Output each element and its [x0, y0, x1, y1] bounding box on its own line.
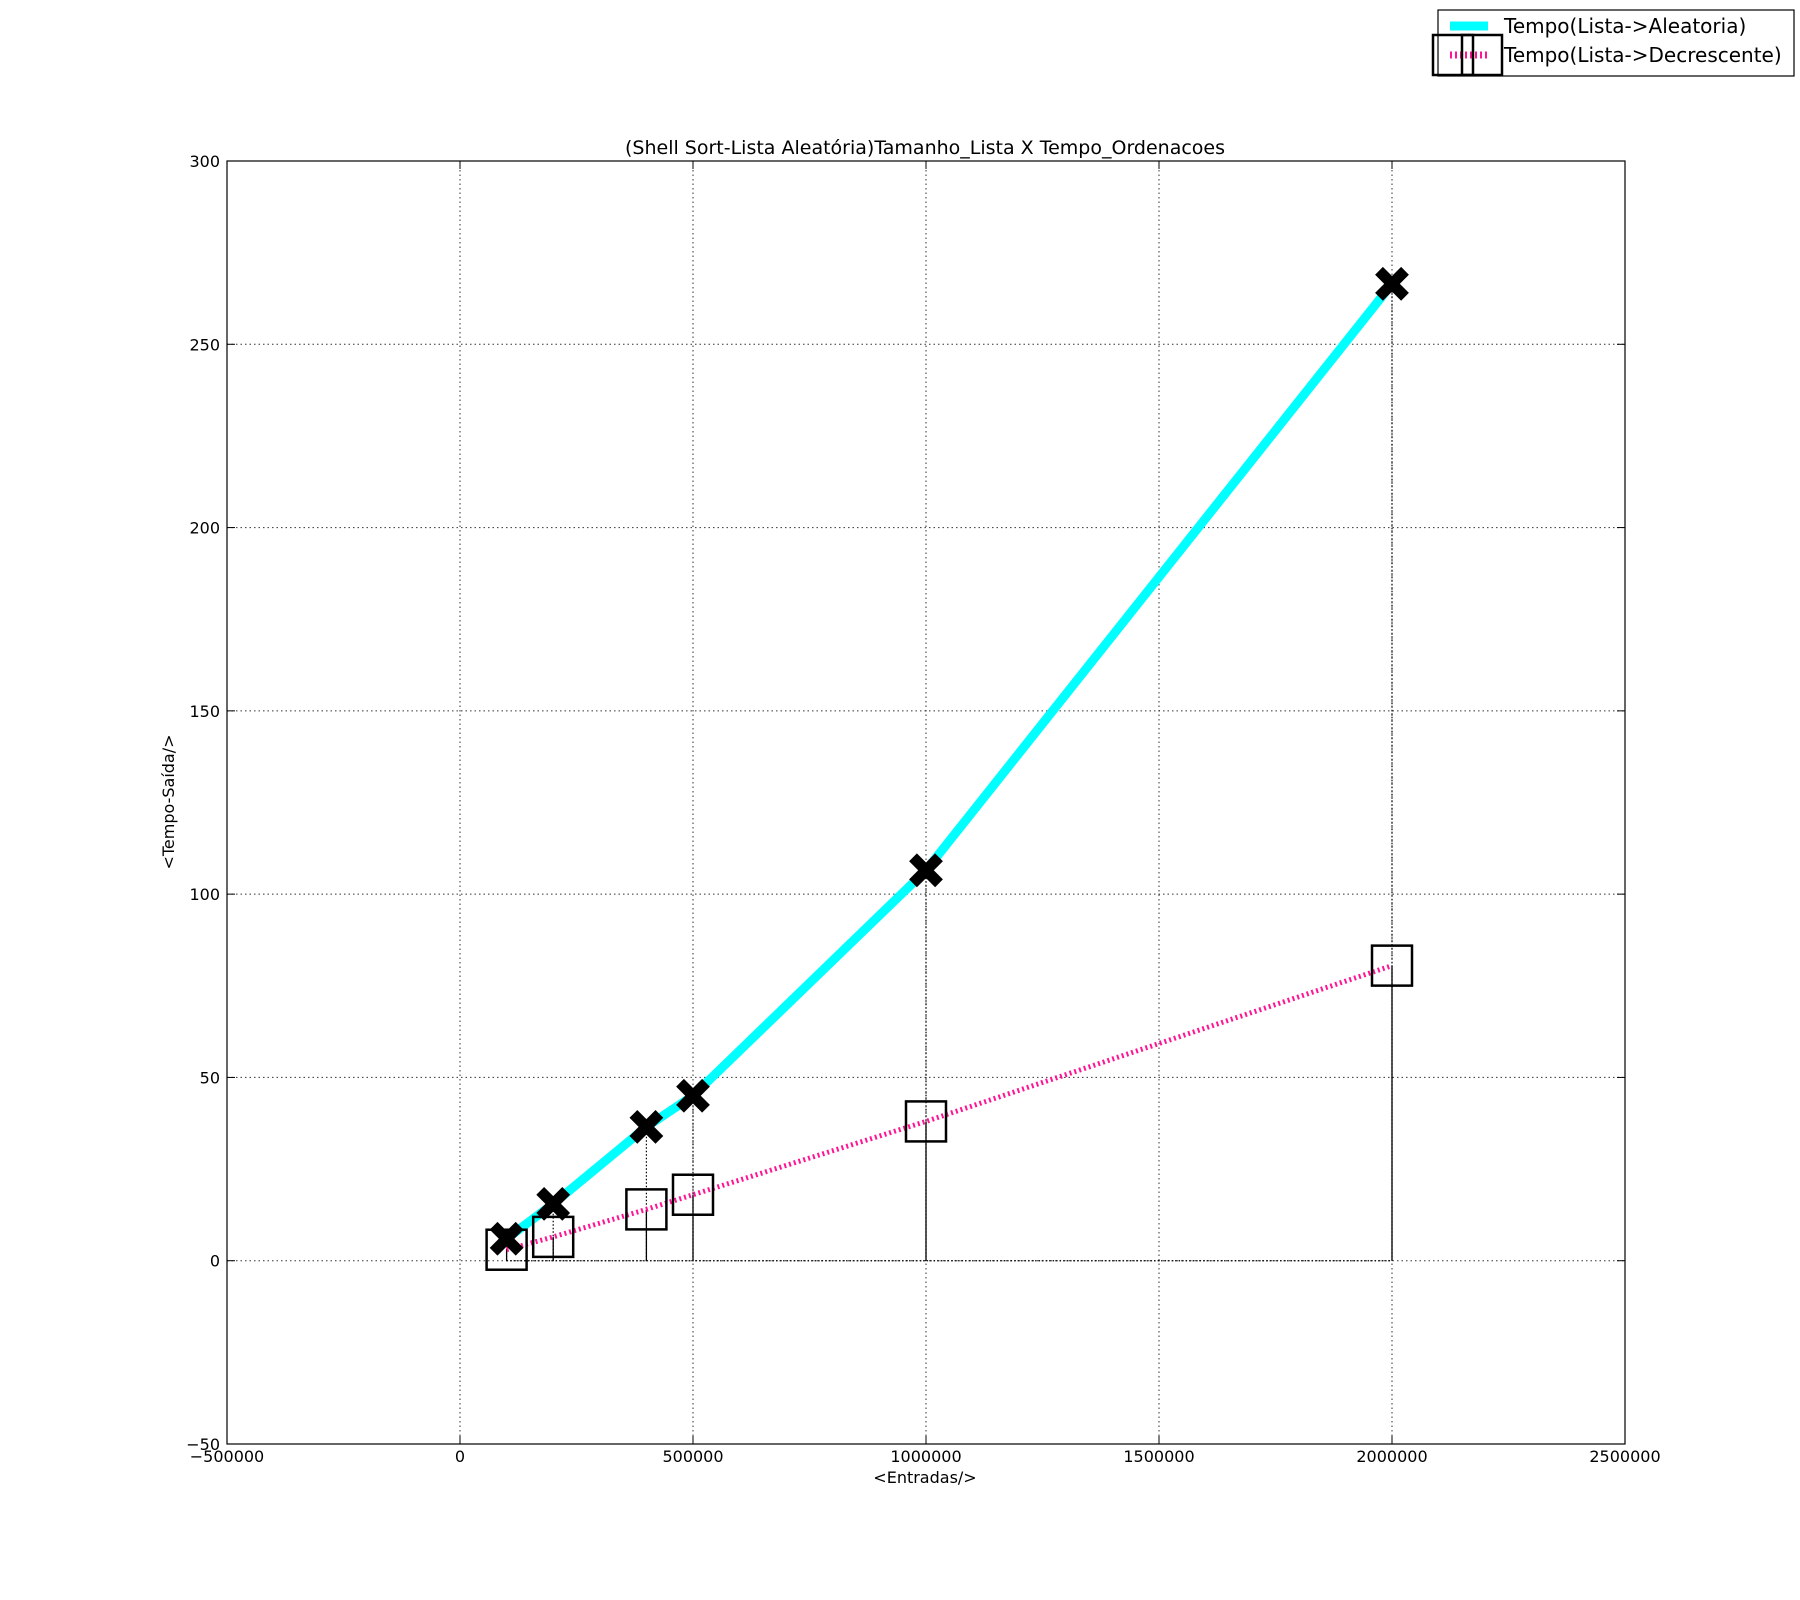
- x-tick-label: 2000000: [1356, 1447, 1427, 1466]
- legend-marker-series-2: [1431, 33, 1475, 77]
- data-point-series-1: [489, 1221, 524, 1256]
- legend-marker-series-2: [1460, 33, 1504, 77]
- chart-title: (Shell Sort-Lista Aleatória)Tamanho_List…: [625, 137, 1225, 159]
- data-markers: [485, 266, 1414, 1271]
- data-point-series-2: [1370, 944, 1414, 987]
- data-point-series-2: [625, 1188, 668, 1231]
- y-tick-label: 0: [210, 1252, 220, 1271]
- x-tick-label: 1500000: [1123, 1447, 1194, 1466]
- data-point-series-2: [485, 1228, 528, 1271]
- data-point-series-2: [531, 1215, 575, 1259]
- data-point-series-1: [909, 853, 943, 888]
- x-axis-label: <Entradas/>: [873, 1468, 976, 1487]
- x-tick-label: 2500000: [1589, 1447, 1660, 1466]
- y-tick-label: −50: [186, 1435, 220, 1454]
- x-tick-label: −500000: [190, 1447, 264, 1466]
- data-point-series-1: [629, 1110, 664, 1144]
- data-point-series-2: [671, 1173, 715, 1216]
- legend-label-series-1: Tempo(Lista->Aleatoria): [1503, 14, 1746, 38]
- data-point-series-1: [536, 1187, 571, 1221]
- y-tick-label: 200: [189, 519, 220, 538]
- y-tick-label: 100: [189, 885, 220, 904]
- x-tick-label: 0: [455, 1447, 465, 1466]
- y-axis-label: <Tempo-Saída/>: [159, 734, 178, 869]
- legend-box: [1437, 9, 1795, 77]
- series-line-2: [505, 963, 1393, 1253]
- data-point-series-1: [1375, 266, 1409, 301]
- axis-ticks: −500000 0 500000 1000000 1500000 2000000 25000…: [186, 152, 1660, 1466]
- x-tick-label: 1000000: [890, 1447, 961, 1466]
- y-tick-label: 250: [189, 335, 220, 354]
- y-tick-label: 50: [200, 1068, 220, 1087]
- y-tick-label: 150: [189, 702, 220, 721]
- y-tick-label: 300: [189, 152, 220, 171]
- data-point-series-1: [676, 1078, 710, 1113]
- x-tick-label: 500000: [662, 1447, 723, 1466]
- data-point-series-2: [904, 1100, 948, 1143]
- legend-label-series-2: Tempo(Lista->Decrescente): [1503, 43, 1782, 67]
- legend: Tempo(Lista->Aleatoria) Tempo(Lista->Dec…: [1431, 9, 1795, 77]
